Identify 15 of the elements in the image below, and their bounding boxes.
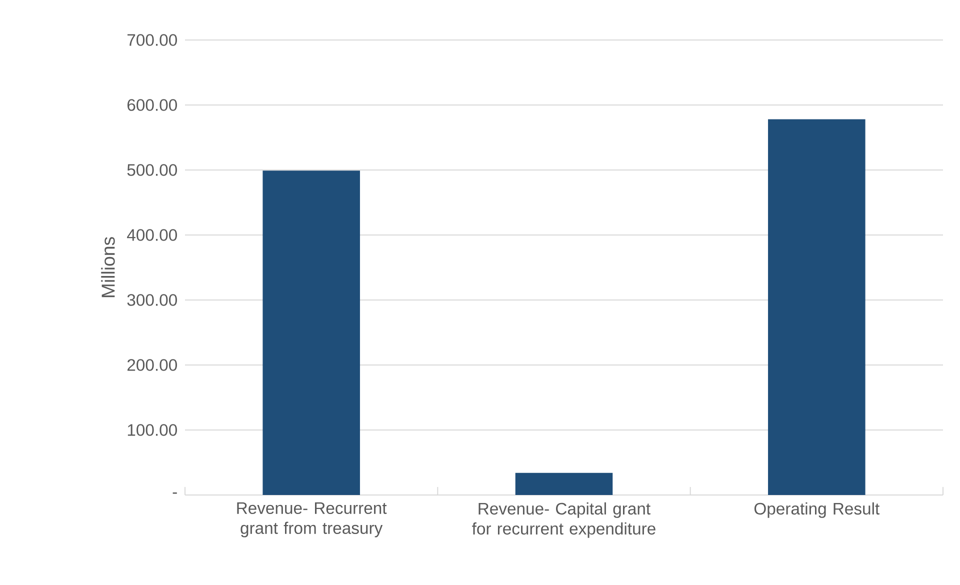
y-tick-label: 300.00 xyxy=(127,294,177,306)
bar xyxy=(768,119,866,495)
y-tick-label: 600.00 xyxy=(127,99,177,111)
x-tick-label: Operating Result xyxy=(754,502,880,518)
y-tick-label: 100.00 xyxy=(128,424,177,436)
x-tick-label: Revenue- Capital grant for recurrent expenditure xyxy=(472,502,656,538)
bar xyxy=(515,472,613,495)
y-tick-label: - xyxy=(172,492,177,494)
y-axis-title: Millions xyxy=(101,237,115,298)
x-tick-label: Revenue- Recurrent grant from treasury xyxy=(237,502,387,538)
bar xyxy=(262,170,360,495)
y-tick-label: 200.00 xyxy=(127,359,177,371)
y-tick-label: 500.00 xyxy=(127,164,177,176)
y-tick-label: 700.00 xyxy=(128,34,177,46)
y-tick-label: 400.00 xyxy=(127,229,177,241)
